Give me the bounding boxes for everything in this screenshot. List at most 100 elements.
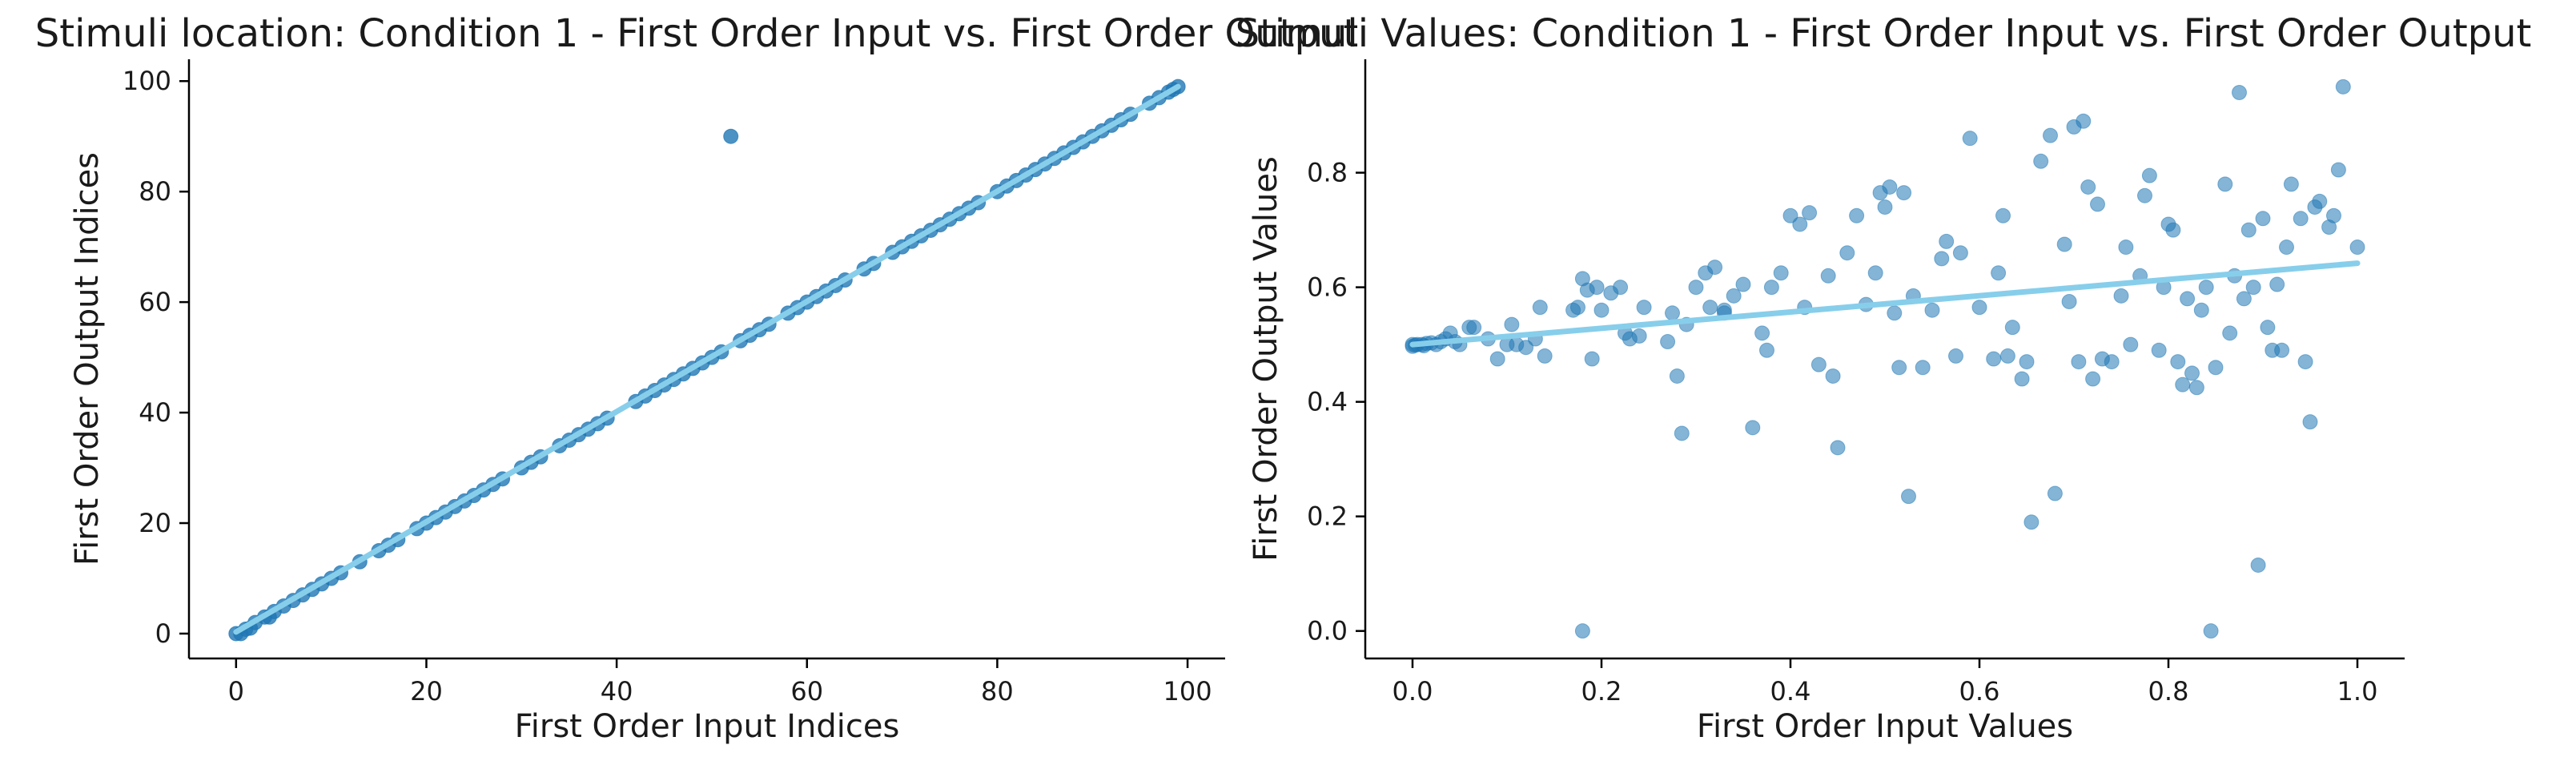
x-tick-label: 100 [1163, 676, 1212, 707]
x-tick-label: 0.2 [1581, 676, 1622, 707]
data-point [1589, 280, 1605, 296]
data-point [2151, 342, 2167, 358]
data-point [1631, 328, 1647, 344]
data-point [2250, 557, 2266, 573]
y-tick-label: 20 [139, 508, 171, 538]
data-point [1924, 302, 1940, 318]
data-point [1466, 320, 1482, 336]
regression-line [233, 83, 1181, 635]
data-point [2170, 354, 2186, 370]
data-point [2188, 380, 2204, 396]
data-point [2326, 207, 2341, 223]
chart-indices: Stimuli location: Condition 1 - First Or… [35, 11, 1358, 745]
data-point [2123, 336, 2139, 352]
y-tick-label: 0.0 [1307, 616, 1348, 646]
data-point [2141, 167, 2157, 183]
data-point [2137, 187, 2152, 203]
x-tick-label: 80 [981, 676, 1014, 707]
data-point [2198, 280, 2214, 296]
chart-values: Stimuli Values: Condition 1 - First Orde… [1236, 11, 2532, 745]
data-point [1839, 245, 1855, 261]
y-tick-label: 0.6 [1307, 272, 1348, 303]
data-point [1574, 623, 1590, 639]
fit-line-layer [233, 83, 1181, 635]
x-axis-title: First Order Input Indices [515, 708, 900, 745]
data-point [2330, 162, 2346, 178]
data-point [1726, 288, 1742, 304]
regression-line [1409, 260, 2361, 348]
data-point [2019, 354, 2035, 370]
data-point [1782, 207, 1798, 223]
data-point [2047, 485, 2063, 501]
data-point [1901, 489, 1916, 505]
data-point [1570, 300, 1585, 316]
x-tick-label: 60 [790, 676, 823, 707]
data-point [1830, 440, 1846, 456]
data-point [2071, 354, 2087, 370]
data-point [2033, 153, 2049, 169]
data-point [1820, 268, 1836, 284]
data-point [2076, 113, 2092, 129]
data-point [1707, 260, 1723, 276]
data-point [2269, 276, 2285, 292]
data-point [2113, 288, 2129, 304]
x-ticks: 0 20 40 60 80 100 [228, 658, 1212, 707]
data-point [2208, 360, 2224, 376]
data-point [2335, 79, 2351, 95]
data-point [1867, 265, 1883, 281]
data-point [2193, 302, 2209, 318]
data-point [1999, 348, 2015, 364]
y-tick-label: 80 [139, 176, 171, 207]
data-point [2056, 236, 2072, 252]
x-tick-label: 0 [228, 676, 244, 707]
data-point [1745, 420, 1761, 436]
data-point [2004, 320, 2020, 336]
data-point [2349, 240, 2365, 256]
data-point [1991, 265, 2007, 281]
data-point [1896, 185, 1912, 201]
x-axis-title: First Order Input Values [1697, 708, 2073, 745]
data-point [1952, 245, 1968, 261]
data-point [1825, 368, 1841, 384]
data-point [2274, 342, 2290, 358]
x-tick-label: 1.0 [2337, 676, 2378, 707]
data-point [1971, 300, 1987, 316]
x-tick-label: 0.6 [1959, 676, 2000, 707]
data-point [1532, 300, 1548, 316]
data-point [1877, 199, 1893, 215]
data-point [1995, 207, 2011, 223]
data-point [1802, 205, 1818, 221]
chart-title: Stimuli location: Condition 1 - First Or… [35, 11, 1358, 56]
data-point [1636, 300, 1652, 316]
data-point [1735, 276, 1751, 292]
data-point [1518, 340, 1534, 356]
data-point [1613, 280, 1629, 296]
data-point [2297, 354, 2313, 370]
data-point [1948, 348, 1963, 364]
chart-title: Stimuli Values: Condition 1 - First Orde… [1236, 11, 2532, 56]
y-tick-label: 100 [123, 66, 171, 96]
data-point [2302, 414, 2318, 430]
data-point [1593, 302, 1609, 318]
data-point [2014, 371, 2030, 387]
data-point [1887, 305, 1903, 321]
data-point [2180, 291, 2196, 307]
points-layer [1405, 79, 2365, 639]
x-tick-label: 0.8 [2148, 676, 2189, 707]
data-point [1810, 356, 1827, 372]
data-point [2240, 222, 2257, 238]
data-point [1773, 265, 1789, 281]
data-point [723, 128, 739, 144]
y-tick-label: 0.4 [1307, 387, 1348, 417]
data-point [1934, 251, 1950, 267]
y-axis-title: First Order Output Indices [69, 152, 106, 566]
data-point [1754, 325, 1770, 341]
data-point [1849, 207, 1865, 223]
y-tick-label: 0 [155, 618, 171, 649]
data-point [2061, 293, 2077, 309]
data-point [2232, 84, 2247, 100]
data-point [2023, 514, 2040, 530]
data-point [2118, 240, 2134, 256]
